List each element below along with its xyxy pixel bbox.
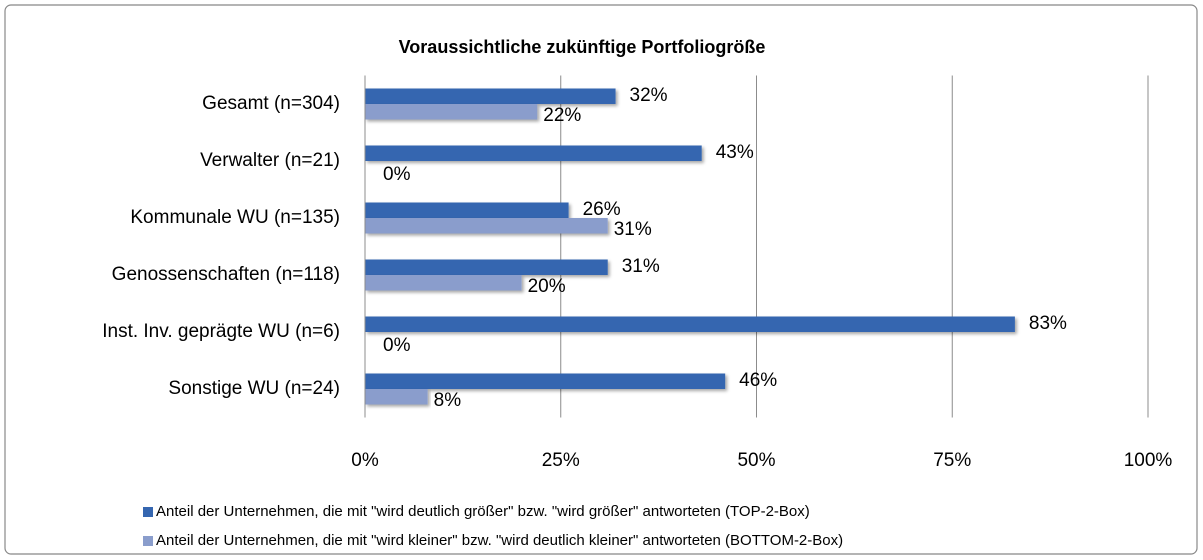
x-tick-label: 75% bbox=[933, 450, 971, 471]
data-label: 46% bbox=[739, 370, 777, 391]
x-tick-label: 0% bbox=[351, 450, 379, 471]
legend-label: Anteil der Unternehmen, die mit "wird de… bbox=[156, 503, 810, 520]
bar bbox=[365, 259, 608, 275]
bar bbox=[365, 373, 726, 389]
data-label: 8% bbox=[434, 390, 462, 411]
y-tick-label: Sonstige WU (n=24) bbox=[168, 378, 340, 399]
data-label: 31% bbox=[614, 219, 652, 240]
bar bbox=[365, 88, 616, 104]
bar bbox=[365, 202, 569, 218]
x-tick-label: 50% bbox=[737, 450, 775, 471]
bar bbox=[365, 389, 428, 405]
y-tick-label: Gesamt (n=304) bbox=[202, 93, 340, 114]
chart-border bbox=[4, 4, 1198, 555]
legend-swatch bbox=[143, 536, 153, 546]
data-label: 32% bbox=[630, 85, 668, 106]
data-label: 0% bbox=[383, 335, 411, 356]
bar bbox=[365, 316, 1015, 332]
y-tick-label: Inst. Inv. geprägte WU (n=6) bbox=[102, 321, 340, 342]
y-tick-label: Verwalter (n=21) bbox=[200, 150, 340, 171]
bar bbox=[365, 218, 608, 234]
bar bbox=[365, 275, 522, 291]
y-tick-label: Genossenschaften (n=118) bbox=[112, 264, 340, 285]
y-tick-label: Kommunale WU (n=135) bbox=[130, 207, 340, 228]
bar bbox=[365, 104, 538, 120]
data-label: 31% bbox=[622, 256, 660, 277]
data-label: 83% bbox=[1029, 313, 1067, 334]
chart-title: Voraussichtliche zukünftige Portfoliogrö… bbox=[399, 37, 766, 57]
legend-swatch bbox=[143, 507, 153, 517]
legend-label: Anteil der Unternehmen, die mit "wird kl… bbox=[156, 532, 843, 549]
x-tick-label: 100% bbox=[1124, 450, 1173, 471]
data-label: 26% bbox=[583, 199, 621, 220]
data-label: 43% bbox=[716, 142, 754, 163]
data-label: 22% bbox=[543, 105, 581, 126]
bar bbox=[365, 145, 702, 161]
data-label: 0% bbox=[383, 164, 411, 185]
x-tick-label: 25% bbox=[542, 450, 580, 471]
data-label: 20% bbox=[528, 276, 566, 297]
